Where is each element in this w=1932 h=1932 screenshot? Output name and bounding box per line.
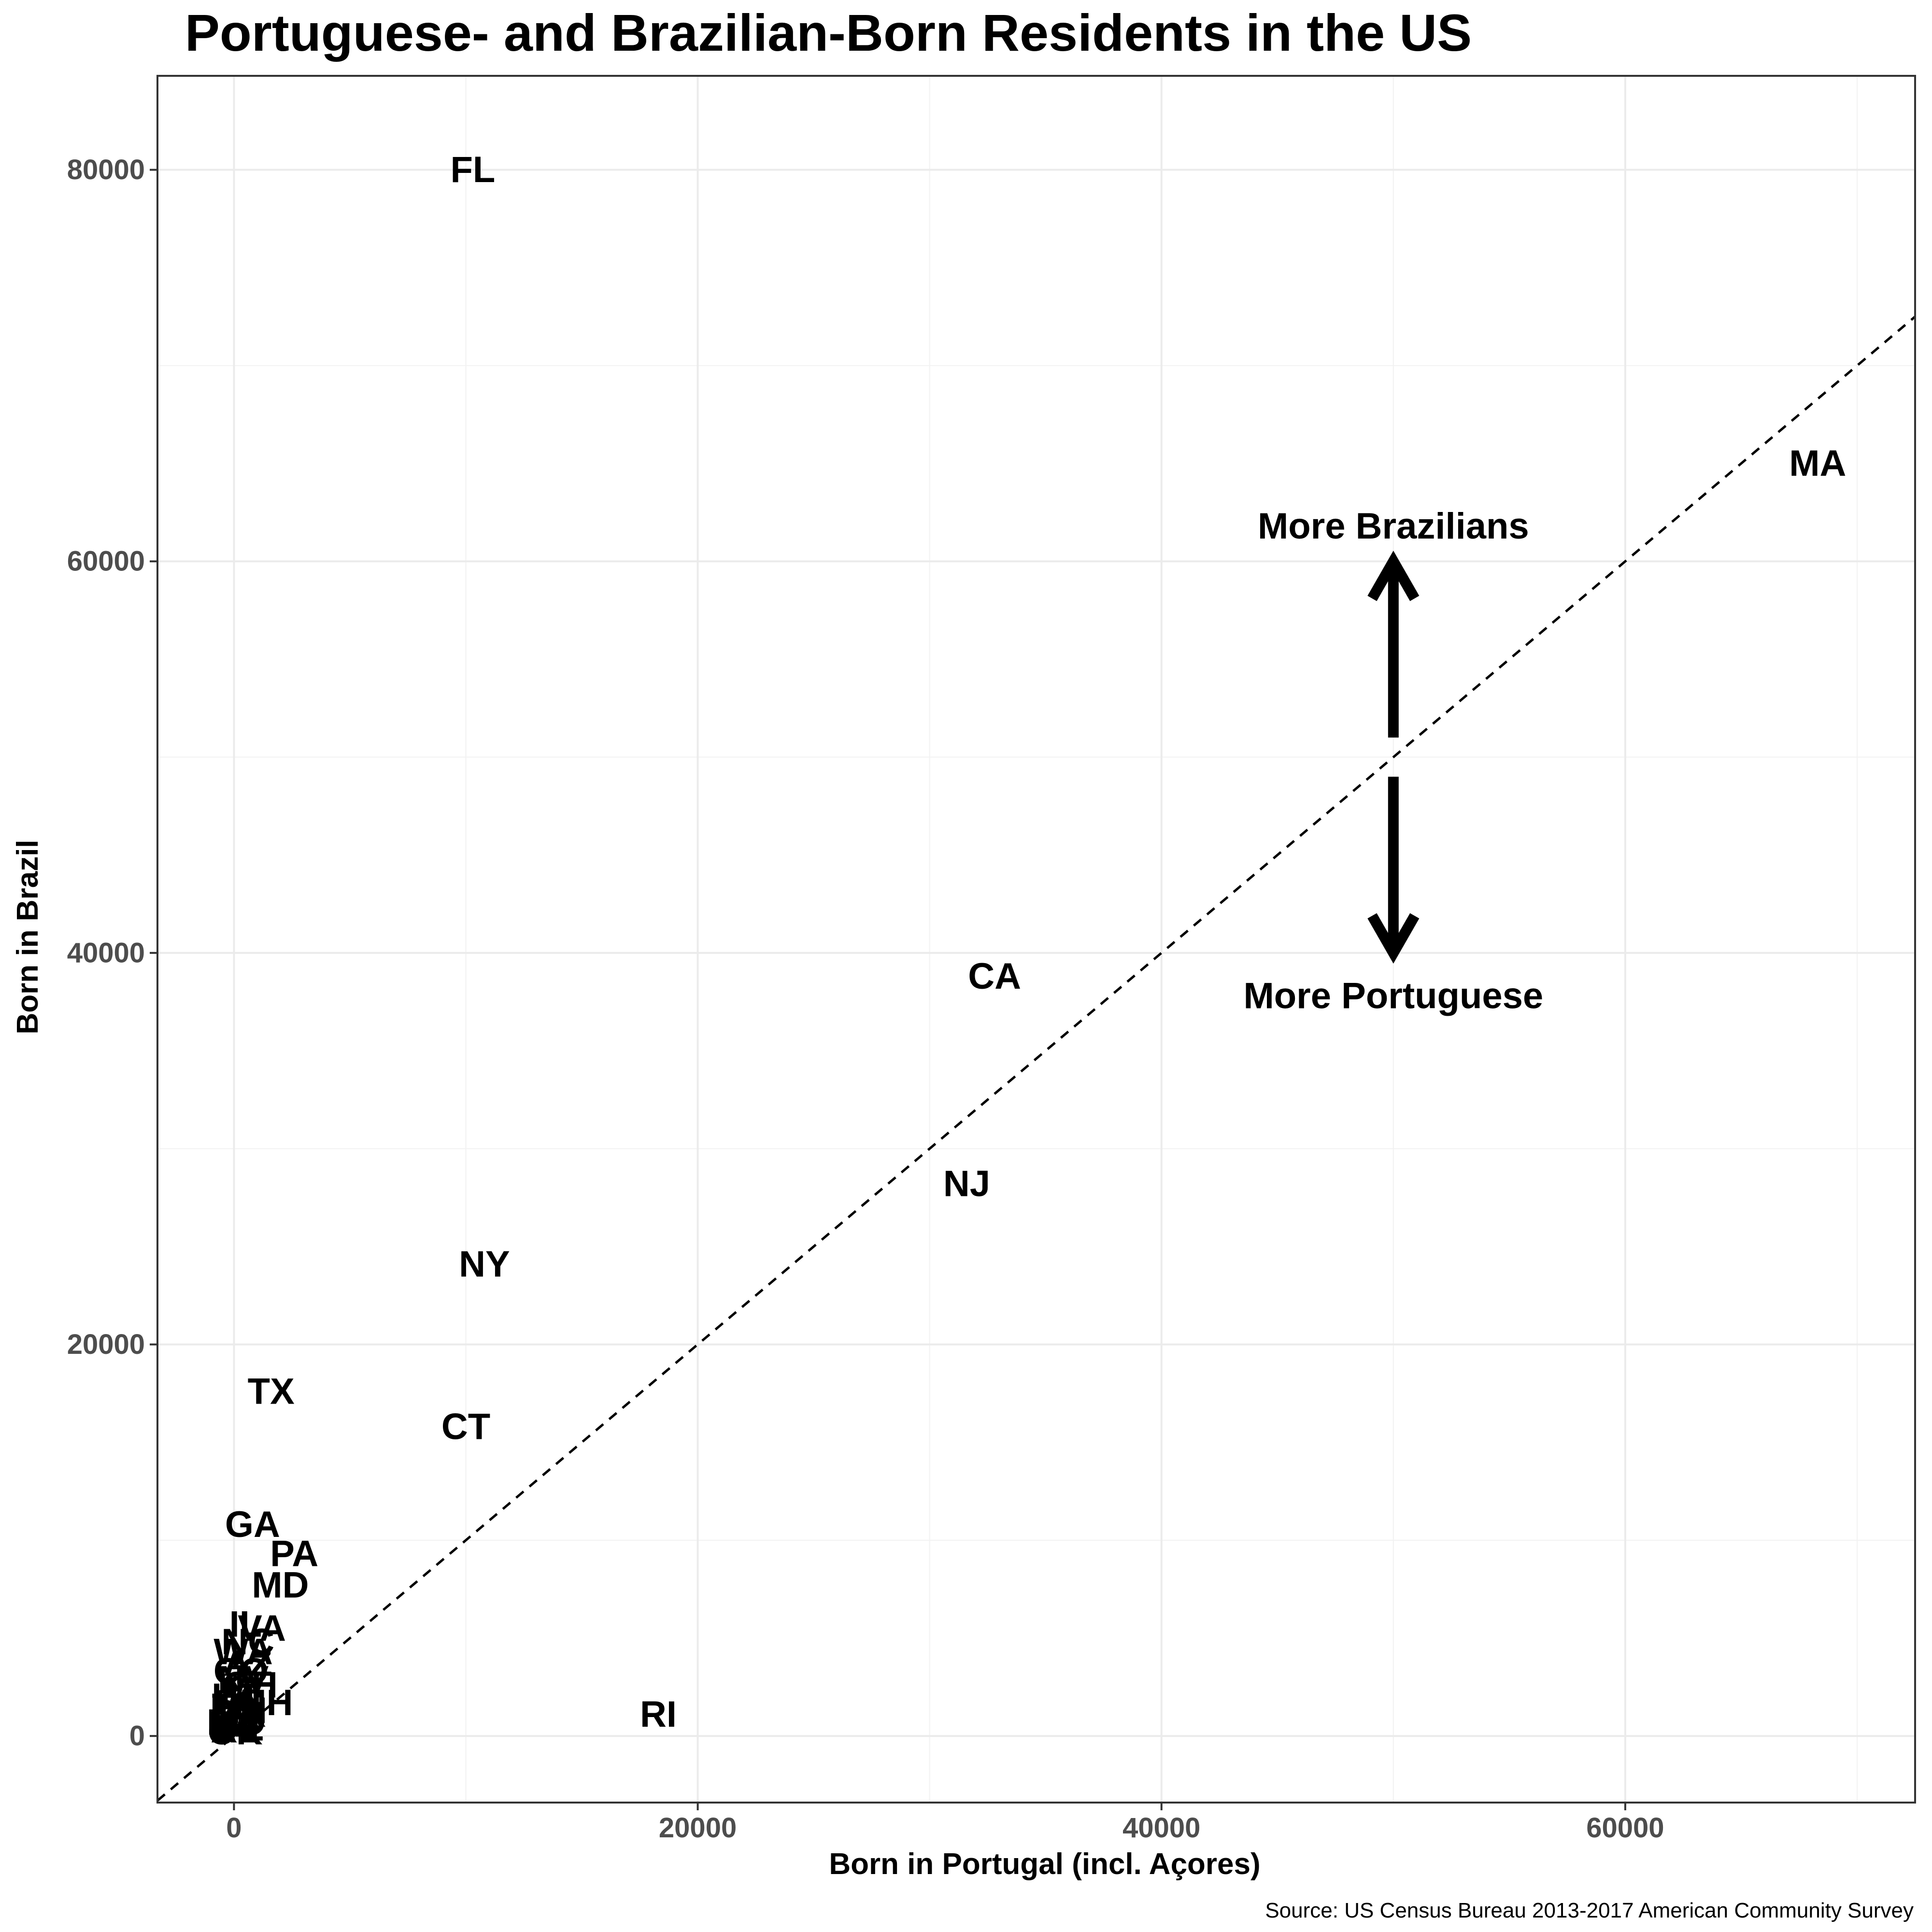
point-label-sc: SC (213, 1682, 264, 1723)
point-label-md: MD (252, 1565, 309, 1606)
point-label-ky: KY (211, 1710, 262, 1751)
point-label-la: LA (212, 1698, 261, 1739)
arrow-down (1367, 777, 1420, 964)
point-label-il: IL (229, 1604, 262, 1645)
y-tick-label: 80000 (67, 154, 145, 185)
x-axis-ticks: 0 20000 40000 60000 (226, 1803, 1664, 1844)
chart-title: Portuguese- and Brazilian-Born Residents… (185, 3, 1472, 62)
y-tick-label: 60000 (67, 546, 145, 577)
point-label-nh: NH (240, 1682, 293, 1723)
point-label-mo: MO (207, 1702, 266, 1743)
point-label-in: IN (218, 1700, 255, 1741)
point-label-al: AL (211, 1710, 259, 1751)
point-label-ny: NY (459, 1244, 510, 1285)
point-label-hi: HI (223, 1705, 259, 1747)
y-axis-ticks: 0 20000 40000 60000 80000 (67, 154, 157, 1752)
y-tick-label: 40000 (67, 937, 145, 968)
point-label-nj: NJ (943, 1164, 990, 1205)
point-label-az: AZ (224, 1643, 272, 1684)
point-label-co: CO (213, 1651, 269, 1692)
grid (157, 76, 1915, 1803)
y-tick-label: 0 (129, 1720, 145, 1752)
point-label-mn: MN (210, 1690, 267, 1731)
point-label-nc: NC (221, 1621, 274, 1662)
point-label-or: OR (211, 1694, 266, 1735)
point-label-pa: PA (270, 1534, 318, 1575)
annotation-more-brazilians: More Brazilians (1258, 506, 1529, 547)
point-labels: FL MA CA NJ NY TX CT RI GAPAMDVAILNCWAAZCONVOHMI… (207, 149, 1846, 1753)
source-caption: Source: US Census Bureau 2013-2017 Ameri… (1265, 1899, 1914, 1922)
point-label-oh: OH (223, 1664, 278, 1705)
direction-arrows (1367, 551, 1420, 964)
x-tick-label: 40000 (1122, 1812, 1200, 1844)
arrow-up (1367, 551, 1420, 738)
x-tick-label: 20000 (659, 1812, 737, 1844)
y-tick-label: 20000 (67, 1329, 145, 1360)
point-label-ma: MA (1789, 443, 1846, 484)
point-label-de: DE (213, 1707, 264, 1748)
point-label-tn: TN (212, 1686, 261, 1727)
point-label-tx: TX (248, 1371, 295, 1412)
annotations: More Brazilians More Portuguese (1243, 506, 1543, 1017)
panel-border (156, 75, 1916, 1804)
x-tick-label: 60000 (1586, 1812, 1664, 1844)
point-label-ut: UT (212, 1676, 261, 1718)
point-label-ca: CA (968, 956, 1021, 997)
point-label-nv: NV (218, 1659, 269, 1700)
x-tick-label: 0 (226, 1812, 242, 1844)
point-label-va: VA (238, 1608, 286, 1649)
point-label-fl: FL (450, 149, 495, 190)
reference-line-y-equals-x (156, 315, 1916, 1802)
point-label-ct: CT (441, 1406, 490, 1447)
point-label-wa: WA (213, 1631, 272, 1672)
point-label-ri: RI (640, 1694, 677, 1735)
y-axis-title: Born in Brazil (11, 839, 44, 1034)
point-label-ok: OK (208, 1712, 263, 1753)
point-label-mi: MI (221, 1670, 261, 1711)
annotation-more-portuguese: More Portuguese (1243, 976, 1543, 1017)
point-label-wi: WI (214, 1704, 259, 1745)
x-axis-title: Born in Portugal (incl. Açores) (829, 1847, 1260, 1881)
point-label-ga: GA (225, 1504, 280, 1545)
